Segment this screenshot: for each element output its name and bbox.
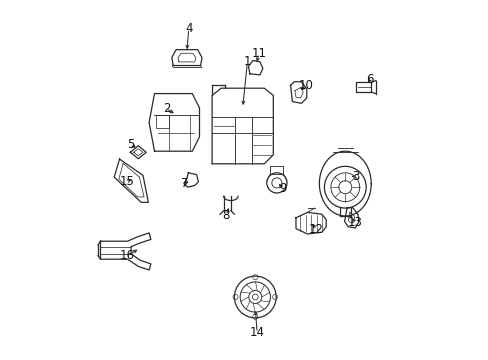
Bar [355,82,370,92]
Text: 6: 6 [366,73,373,86]
Text: 16: 16 [119,249,134,262]
Text: 1: 1 [243,55,251,68]
Text: 14: 14 [249,327,264,339]
Text: 15: 15 [119,175,134,188]
Text: 5: 5 [126,138,134,150]
Text: 9: 9 [279,183,286,195]
Text: 4: 4 [184,22,192,35]
Bar [156,115,168,128]
Text: 13: 13 [347,216,362,229]
Bar [270,166,283,174]
Text: 12: 12 [308,223,324,236]
Text: 2: 2 [163,102,170,114]
Text: 3: 3 [352,170,359,183]
Text: 7: 7 [181,177,188,190]
Text: 11: 11 [251,47,266,60]
Text: 10: 10 [298,79,313,92]
Text: 8: 8 [222,209,229,222]
